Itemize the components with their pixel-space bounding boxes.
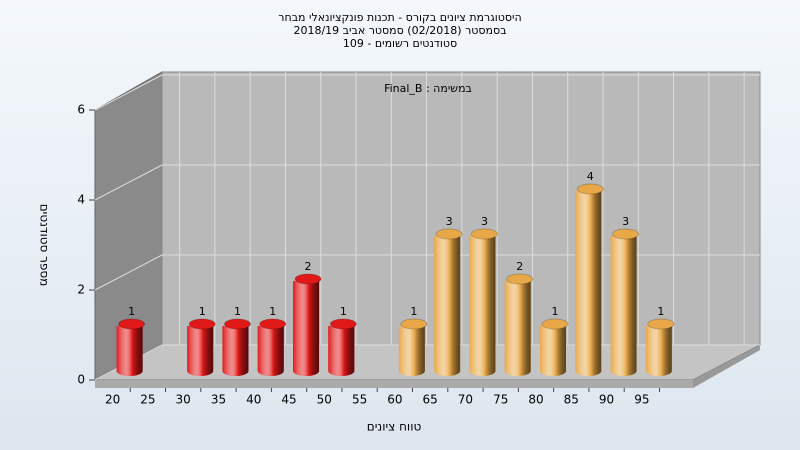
title-line: בסמסטר (02/2018) סמסטר אביב 2018/19: [293, 24, 506, 37]
bar-shade: [540, 326, 567, 377]
data-label: 1: [657, 305, 664, 318]
y-tick-label: 0: [77, 373, 85, 387]
bar-top: [259, 318, 287, 330]
data-label: 1: [199, 305, 206, 318]
back-wall: [161, 71, 761, 346]
bar-shade: [645, 326, 672, 377]
bar-shade: [116, 326, 143, 377]
data-label: 1: [128, 305, 135, 318]
bar-shade: [610, 236, 637, 377]
y-axis-label: מספר סטודנטים: [38, 204, 52, 287]
bar-top: [118, 318, 146, 330]
title-line: היסטוגרמת ציונים בקורס - תכנות פונקציונא…: [278, 11, 521, 24]
bar-top: [470, 228, 498, 240]
bar-top: [294, 273, 322, 285]
x-tick-label: 20: [105, 393, 120, 407]
x-tick-label: 65: [423, 393, 438, 407]
y-tick-label: 6: [77, 103, 85, 117]
x-tick-label: 70: [458, 393, 473, 407]
data-label: 1: [552, 305, 559, 318]
bar-shade: [187, 326, 214, 376]
grid-line: [94, 164, 163, 201]
bar-top: [435, 228, 463, 240]
x-tick-label: 40: [246, 393, 261, 407]
floor-edge: [693, 345, 760, 388]
data-label: 3: [481, 215, 488, 228]
bar-top: [400, 318, 428, 330]
x-tick-label: 25: [140, 393, 155, 407]
data-label: 1: [269, 305, 276, 318]
bar-top: [576, 183, 604, 195]
x-tick-label: 35: [211, 393, 226, 407]
bar-shade: [575, 191, 602, 377]
y-tick-label: 2: [77, 283, 85, 297]
x-tick-label: 45: [281, 393, 296, 407]
data-label: 2: [516, 260, 523, 273]
bar-shade: [398, 326, 425, 377]
x-tick-label: 85: [564, 393, 579, 407]
bar-shade: [222, 326, 249, 377]
x-tick-label: 55: [352, 393, 367, 407]
bar-top: [223, 318, 251, 330]
x-tick-label: 95: [634, 393, 649, 407]
bar-shade: [328, 326, 355, 377]
bar-shade: [293, 281, 320, 377]
floor-front: [95, 380, 693, 388]
x-tick-label: 90: [599, 393, 614, 407]
data-label: 1: [340, 305, 347, 318]
bar-top: [612, 228, 640, 240]
data-label: 1: [410, 305, 417, 318]
data-label: 3: [446, 215, 453, 228]
bar-shade: [469, 236, 496, 377]
data-label: 1: [234, 305, 241, 318]
x-tick-label: 80: [528, 393, 543, 407]
grid-line: [94, 254, 163, 291]
data-label: 4: [587, 170, 594, 183]
bar-shade: [257, 326, 284, 377]
x-tick-label: 75: [493, 393, 508, 407]
x-tick-label: 50: [317, 393, 332, 407]
bar-top: [647, 318, 675, 330]
bar-top: [188, 318, 216, 330]
x-axis-label: טווח ציונים: [367, 420, 422, 434]
data-label: 2: [305, 260, 312, 273]
x-tick-label: 30: [176, 393, 191, 407]
bar-top: [541, 318, 569, 330]
bar-shade: [504, 281, 531, 377]
bar-top: [506, 273, 534, 285]
bar-top: [329, 318, 357, 330]
data-label: 3: [622, 215, 629, 228]
title-line: סטודנטים רשומים - 109: [343, 37, 457, 50]
annotation: Final_B : במשימה: [384, 82, 472, 95]
y-tick-label: 4: [77, 193, 85, 207]
x-tick-label: 60: [387, 393, 402, 407]
grid-line: [94, 74, 163, 111]
bar-shade: [434, 236, 461, 377]
